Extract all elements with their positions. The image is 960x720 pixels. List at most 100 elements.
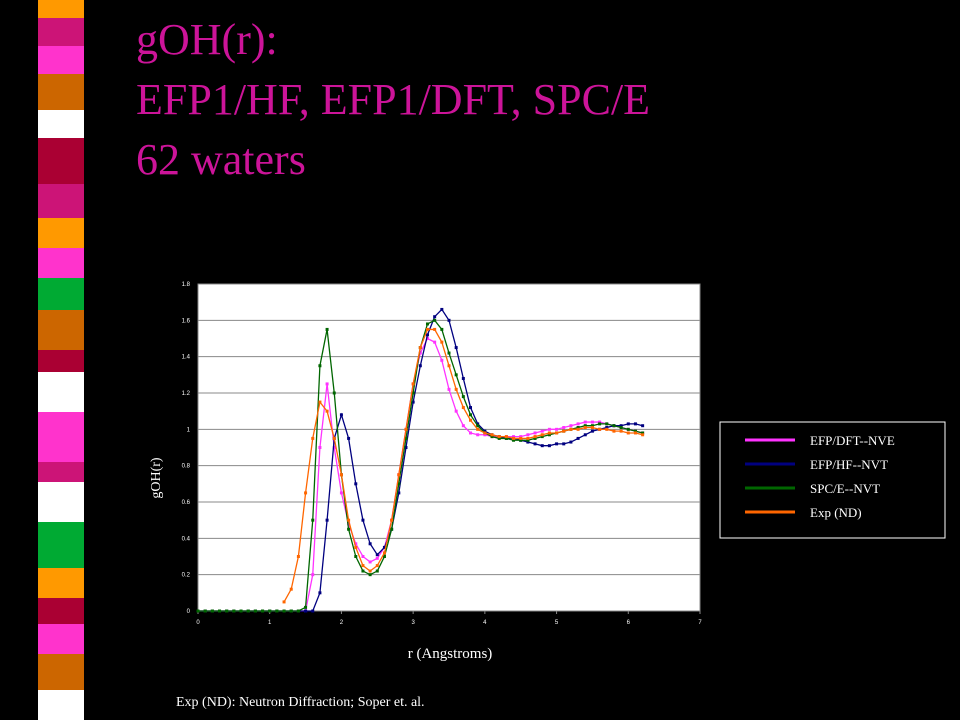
point-marker: [368, 560, 372, 564]
point-marker: [619, 424, 623, 428]
point-marker: [512, 436, 516, 440]
point-marker: [397, 473, 401, 477]
point-marker: [347, 436, 351, 440]
point-marker: [390, 527, 394, 531]
point-marker: [332, 436, 336, 440]
point-marker: [418, 364, 422, 368]
x-tick-label: 3: [411, 620, 415, 626]
point-marker: [425, 333, 429, 337]
point-marker: [547, 431, 551, 435]
point-marker: [454, 373, 458, 377]
point-marker: [533, 435, 537, 439]
y-tick-label: 1.8: [182, 282, 191, 288]
point-marker: [605, 426, 609, 430]
point-marker: [512, 435, 516, 439]
point-marker: [605, 422, 609, 426]
point-marker: [375, 569, 379, 573]
point-marker: [569, 427, 573, 431]
point-marker: [461, 406, 465, 410]
point-marker: [390, 518, 394, 522]
point-marker: [203, 609, 207, 613]
point-marker: [461, 395, 465, 399]
point-marker: [268, 609, 272, 613]
legend-label: Exp (ND): [810, 505, 862, 520]
y-tick-label: 0.8: [182, 464, 191, 470]
point-marker: [354, 542, 358, 546]
x-tick-label: 6: [627, 620, 631, 626]
point-marker: [490, 435, 494, 439]
plot-area: [197, 283, 701, 612]
point-marker: [512, 438, 516, 442]
point-marker: [318, 400, 322, 404]
point-marker: [555, 442, 559, 446]
x-tick-label: 7: [698, 620, 702, 626]
title-line: EFP1/HF, EFP1/DFT, SPC/E: [136, 75, 651, 124]
point-marker: [447, 387, 451, 391]
y-tick-label: 1.6: [182, 318, 191, 324]
point-marker: [354, 545, 358, 549]
point-marker: [425, 327, 429, 331]
point-marker: [361, 564, 365, 568]
point-marker: [626, 427, 630, 431]
point-marker: [311, 518, 315, 522]
point-marker: [339, 413, 343, 417]
point-marker: [605, 427, 609, 431]
point-marker: [590, 426, 594, 430]
y-tick-label: 0.2: [182, 573, 191, 579]
point-marker: [232, 609, 236, 613]
x-tick-label: 2: [340, 620, 344, 626]
point-marker: [325, 382, 329, 386]
point-marker: [469, 418, 473, 422]
point-marker: [598, 422, 602, 426]
point-marker: [418, 346, 422, 350]
point-marker: [304, 491, 308, 495]
title-line: 62 waters: [136, 135, 306, 184]
point-marker: [612, 424, 616, 428]
point-marker: [332, 391, 336, 395]
point-marker: [440, 340, 444, 344]
point-marker: [261, 609, 265, 613]
point-marker: [598, 420, 602, 424]
legend-label: EFP/HF--NVT: [810, 457, 888, 472]
point-marker: [633, 429, 637, 433]
point-marker: [504, 436, 508, 440]
point-marker: [533, 431, 537, 435]
point-marker: [562, 442, 566, 446]
point-marker: [447, 351, 451, 355]
point-marker: [311, 609, 315, 613]
point-marker: [461, 424, 465, 428]
point-marker: [469, 431, 473, 435]
y-tick-label: 1.4: [182, 355, 191, 361]
point-marker: [425, 337, 429, 340]
y-tick-label: 1.2: [182, 391, 191, 397]
point-marker: [504, 435, 508, 439]
point-marker: [433, 327, 437, 331]
point-marker: [547, 444, 551, 448]
x-axis-label: r (Angstroms): [408, 646, 493, 662]
point-marker: [382, 555, 386, 558]
point-marker: [576, 426, 580, 430]
point-marker: [576, 427, 580, 431]
point-marker: [540, 435, 544, 439]
point-marker: [454, 387, 458, 391]
point-marker: [526, 438, 530, 442]
point-marker: [425, 322, 429, 326]
point-marker: [375, 556, 379, 560]
point-marker: [304, 605, 308, 609]
point-marker: [253, 609, 257, 613]
point-marker: [483, 429, 487, 433]
point-marker: [583, 424, 587, 428]
point-marker: [361, 518, 365, 522]
point-marker: [382, 551, 386, 555]
point-marker: [296, 609, 300, 613]
point-marker: [454, 409, 458, 413]
point-marker: [332, 446, 336, 449]
point-marker: [318, 446, 322, 449]
point-marker: [361, 555, 365, 558]
point-marker: [540, 433, 544, 437]
point-marker: [433, 340, 437, 344]
point-marker: [619, 426, 623, 430]
y-tick-label: 0.4: [182, 536, 191, 542]
point-marker: [454, 346, 458, 350]
